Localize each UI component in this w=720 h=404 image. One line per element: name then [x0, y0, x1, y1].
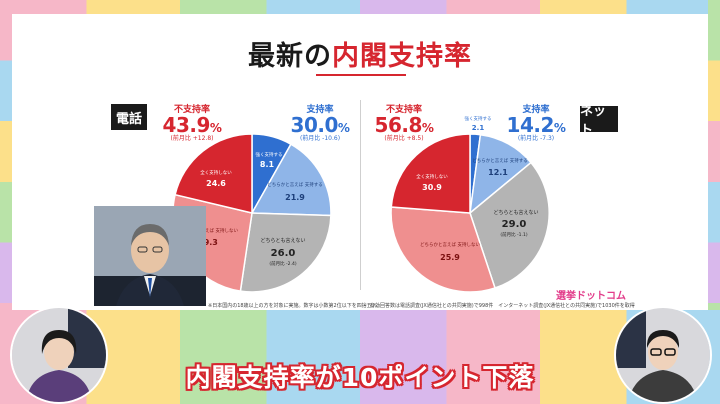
- phone-slice-strong-oppose: [174, 133, 253, 214]
- net-s2-label: どちらかと言えば 支持する: [472, 157, 527, 164]
- phone-s5-value: 24.6: [206, 179, 226, 188]
- net-slice-strong-oppose: [390, 133, 471, 214]
- caption-text: 内閣支持率が10ポイント下落: [185, 363, 535, 392]
- net-survey-tag: ネット: [580, 104, 618, 138]
- phone-s1-label: 強く支持する: [256, 151, 283, 158]
- net-s2-value: 12.1: [488, 168, 508, 177]
- phone-s5-label: 全く支持しない: [200, 169, 232, 176]
- net-s1-value: 2.1: [472, 124, 485, 132]
- phone-s3-label: どちらとも言えない: [260, 237, 305, 244]
- phone-s4-value: 19.3: [198, 238, 218, 247]
- net-slice-lean-oppose: [390, 206, 496, 293]
- phone-disapprove-stat: 不支持率 43.9% (前月比 +12.8): [160, 105, 224, 143]
- net-slice-neutral: [469, 161, 550, 289]
- net-s5-label: 全く支持しない: [416, 173, 448, 180]
- presenter-camera-right: [614, 306, 712, 404]
- net-s3-value: 29.0: [502, 219, 527, 230]
- slide-title: 最新の内閣支持率: [0, 34, 720, 73]
- phone-s4-label: どちらかと言えば 支持しない: [178, 227, 238, 234]
- net-s4-label: どちらかと言えば 支持しない: [420, 241, 480, 248]
- net-s3-change: (前月比 -1.1): [500, 231, 527, 238]
- title-highlight: 内閣支持率: [332, 41, 472, 72]
- phone-slice-lean-support: [250, 143, 332, 217]
- phone-s3-change: (前月比 -2.4): [269, 260, 296, 267]
- phone-survey-tag: 電話: [111, 104, 147, 130]
- headline-caption: 内閣支持率が10ポイント下落: [160, 356, 560, 396]
- stat-change: (前月比 +8.5): [384, 135, 424, 143]
- net-s5-value: 30.9: [422, 183, 442, 192]
- stat-label: 支持率: [522, 105, 550, 115]
- phone-slice-neutral: [239, 212, 332, 293]
- stat-change: (前月比 -10.6): [299, 135, 341, 143]
- phone-s2-value: 21.9: [285, 193, 305, 202]
- center-divider: [360, 100, 361, 290]
- title-main: 最新の: [248, 41, 332, 72]
- border-bottom: [0, 310, 720, 404]
- stat-value: 56.8%: [374, 113, 434, 138]
- stat-value: 43.9%: [162, 113, 222, 138]
- phone-s2-label: どちらかと言えば 支持する: [267, 181, 322, 188]
- presenter-left-illustration: [12, 308, 106, 402]
- net-s1-label: 強く支持する: [465, 115, 492, 122]
- net-s4-value: 25.9: [440, 253, 460, 262]
- phone-approve-stat: 支持率 30.0% (前月比 -10.6): [288, 105, 352, 143]
- stat-value: 30.0%: [290, 113, 350, 138]
- border-top: [0, 0, 720, 14]
- phone-s1-value: 8.1: [260, 160, 275, 169]
- footnote-right: 有効回答数は電話調査(JX通信社との共同実施)で998件 インターネット調査(J…: [370, 303, 635, 309]
- presenter-camera-left: [10, 306, 108, 404]
- site-logo: 選挙ドットコム: [556, 291, 626, 302]
- net-disapprove-stat: 不支持率 56.8% (前月比 +8.5): [372, 105, 436, 143]
- prime-minister-photo: [94, 206, 206, 306]
- stat-change: (前月比 +12.8): [170, 135, 214, 143]
- presenter-right-illustration: [616, 308, 710, 402]
- border-right: [708, 0, 720, 404]
- net-approve-stat: 支持率 14.2% (前月比 -7.3): [504, 105, 568, 143]
- stat-label: 不支持率: [173, 105, 210, 115]
- stat-change: (前月比 -7.3): [517, 135, 555, 143]
- portrait-illustration: [94, 206, 206, 306]
- footnote-left: ※日本国内の18歳以上の方を対象に実施。数字は小数第2位以下を四捨五入。: [208, 303, 382, 309]
- title-underline: [316, 74, 406, 76]
- stat-label: 支持率: [306, 105, 334, 115]
- phone-s3-value: 26.0: [271, 248, 296, 259]
- stat-label: 不支持率: [385, 105, 422, 115]
- border-left: [0, 0, 12, 404]
- stat-value: 14.2%: [506, 113, 566, 138]
- net-s3-label: どちらとも言えない: [493, 209, 538, 216]
